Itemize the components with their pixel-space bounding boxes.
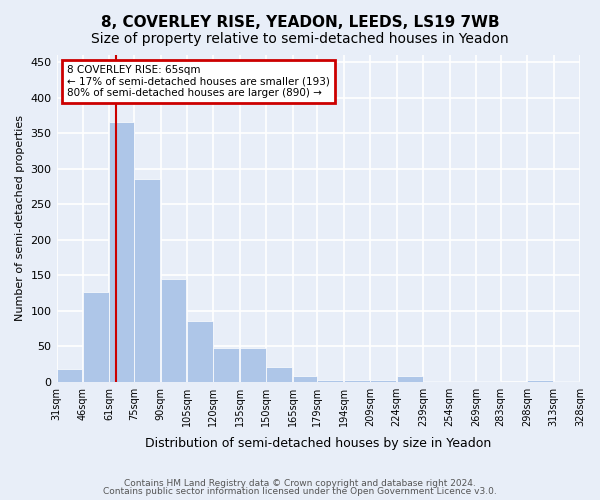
Bar xyxy=(344,380,370,382)
Bar xyxy=(161,280,187,382)
Bar xyxy=(423,381,449,382)
Bar xyxy=(370,380,396,382)
Text: Contains HM Land Registry data © Crown copyright and database right 2024.: Contains HM Land Registry data © Crown c… xyxy=(124,478,476,488)
Text: 8 COVERLEY RISE: 65sqm
← 17% of semi-detached houses are smaller (193)
80% of se: 8 COVERLEY RISE: 65sqm ← 17% of semi-det… xyxy=(67,65,330,98)
Bar xyxy=(554,381,580,382)
Bar xyxy=(83,292,109,382)
Y-axis label: Number of semi-detached properties: Number of semi-detached properties xyxy=(15,116,25,322)
Bar xyxy=(266,368,292,382)
Text: Size of property relative to semi-detached houses in Yeadon: Size of property relative to semi-detach… xyxy=(91,32,509,46)
Bar xyxy=(109,122,134,382)
Bar xyxy=(293,376,317,382)
Bar xyxy=(56,369,82,382)
Text: Contains public sector information licensed under the Open Government Licence v3: Contains public sector information licen… xyxy=(103,487,497,496)
X-axis label: Distribution of semi-detached houses by size in Yeadon: Distribution of semi-detached houses by … xyxy=(145,437,491,450)
Bar xyxy=(214,348,239,382)
Text: 8, COVERLEY RISE, YEADON, LEEDS, LS19 7WB: 8, COVERLEY RISE, YEADON, LEEDS, LS19 7W… xyxy=(101,15,499,30)
Bar xyxy=(397,376,422,382)
Bar xyxy=(240,348,266,382)
Bar xyxy=(317,380,343,382)
Bar xyxy=(476,381,500,382)
Bar xyxy=(134,180,160,382)
Bar xyxy=(187,322,213,382)
Bar xyxy=(527,380,553,382)
Bar xyxy=(449,381,475,382)
